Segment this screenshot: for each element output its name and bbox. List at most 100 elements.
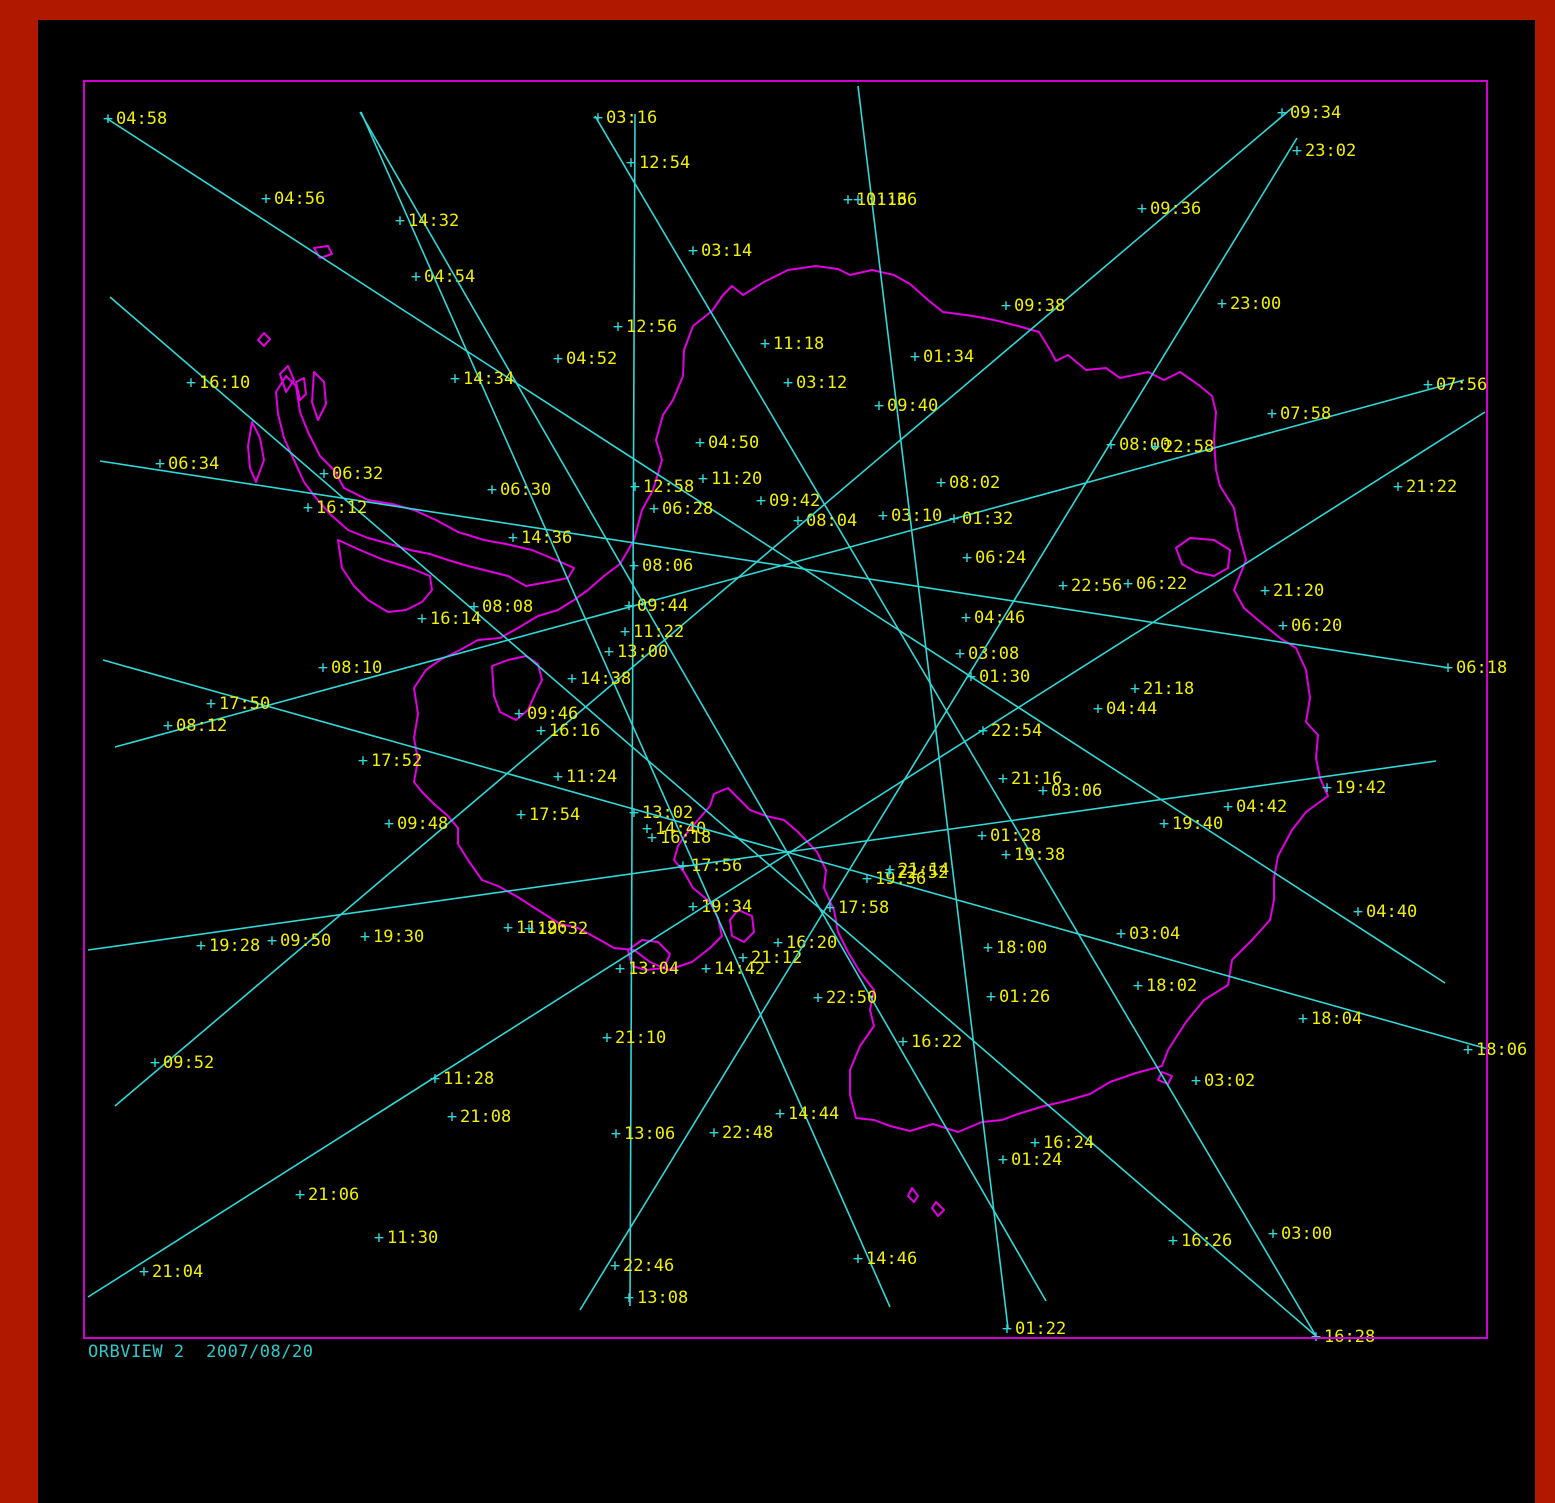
coastline-segment [1157,1071,1173,1085]
track-tick-marker: + [688,897,698,917]
coastline-segment [931,1201,945,1217]
time-label: 01:28 [990,826,1041,846]
track-tick-marker: + [955,644,965,664]
track-tick-marker: + [1267,404,1277,424]
time-label: 11:18 [773,334,824,354]
time-label: 13:04 [628,959,679,979]
track-tick-marker: + [1093,699,1103,719]
coastline-segment [627,939,671,971]
track-tick-marker: + [1223,797,1233,817]
time-label: 12:54 [639,153,690,173]
track-tick-marker: + [843,190,853,210]
track-tick-marker: + [998,1150,1008,1170]
track-tick-marker: + [374,1228,384,1248]
time-label: 08:06 [642,556,693,576]
time-label: 13:08 [637,1288,688,1308]
time-label: 14:44 [788,1104,839,1124]
track-tick-marker: + [647,828,657,848]
track-tick-marker: + [756,491,766,511]
track-tick-marker: + [524,919,534,939]
track-tick-marker: + [1137,199,1147,219]
time-label: 12:58 [643,477,694,497]
time-label: 21:10 [615,1028,666,1048]
track-tick-marker: + [186,373,196,393]
orbit-track-pass-2104-2122: +21:04+ 21:06+ 21:08+ 21:10+ 21:12+ 21:14+ 21:… [87,411,1486,1298]
orbit-track-pass-0440-0458: +04:58+ 04:56+ 04:54+ 04:52+ 04:50+ 04:46+ 04:… [103,109,1446,984]
track-tick-marker: + [611,1124,621,1144]
track-line [594,115,1317,1337]
track-tick-marker: + [701,959,711,979]
track-tick-marker: + [593,108,603,128]
time-label: 17:56 [691,856,742,876]
track-tick-marker: + [447,1107,457,1127]
time-label: 01:24 [1011,1150,1062,1170]
track-tick-marker: + [629,803,639,823]
track-tick-marker: + [514,704,524,724]
track-tick-marker: + [469,597,479,617]
time-label: 23:00 [1230,294,1281,314]
orbit-track-pass-0618-0634: +06:34 +06:32+ 06:30+ 06:28+ 06:24+ 06:22+ 06:… [99,454,1507,678]
time-label: 22:50 [826,988,877,1008]
time-label: 04:44 [1106,699,1157,719]
time-label: 22:46 [623,1256,674,1276]
time-label: 21:04 [152,1262,203,1282]
time-label: 19:40 [1172,814,1223,834]
time-label: 09:42 [769,491,820,511]
time-label: 17:54 [529,805,580,825]
time-label: 11:20 [711,469,762,489]
time-label: 09:38 [1014,296,1065,316]
time-label: 21:08 [460,1107,511,1127]
coastline-segment [491,655,543,721]
time-label: 16:10 [199,373,250,393]
track-tick-marker: + [1002,1319,1012,1339]
track-tick-marker: + [629,556,639,576]
time-label: 03:04 [1129,924,1180,944]
time-label: 09:50 [280,931,331,951]
track-line [114,379,1465,748]
track-tick-marker: + [613,317,623,337]
track-tick-marker: + [318,658,328,678]
time-label: 13:02 [642,803,693,823]
track-tick-marker: + [649,499,659,519]
time-label: 07:56 [1436,375,1487,395]
time-label: 18:06 [1476,1040,1527,1060]
time-label: 01:22 [1015,1319,1066,1339]
time-label: 19:32 [537,919,588,939]
time-label: 16:26 [1181,1231,1232,1251]
track-tick-marker: + [813,988,823,1008]
time-label: 14:36 [521,528,572,548]
track-tick-marker: + [358,751,368,771]
time-label: 21:06 [308,1185,359,1205]
time-label: 18:00 [996,938,1047,958]
track-tick-marker: + [303,498,313,518]
track-tick-marker: + [1260,581,1270,601]
track-tick-marker: + [698,469,708,489]
track-tick-marker: + [1159,814,1169,834]
time-label: 04:52 [566,349,617,369]
track-tick-marker: + [536,721,546,741]
track-tick-marker: + [1030,1133,1040,1153]
time-label: 12:56 [626,317,677,337]
time-label: 16:20 [786,933,837,953]
track-tick-marker: + [503,918,513,938]
track-tick-marker: + [862,869,872,889]
time-label: 03:02 [1204,1071,1255,1091]
orbit-track-pass-0122-0136: +01:22+ 01:24+ 01:26+ 01:28+ 01:30+ 01:32+ 01:… [853,85,1066,1339]
track-tick-marker: + [783,373,793,393]
time-label: 17:52 [371,751,422,771]
track-tick-marker: + [295,1185,305,1205]
time-label: 09:40 [887,396,938,416]
time-label: 19:34 [701,897,752,917]
track-tick-marker: + [688,241,698,261]
track-tick-marker: + [1393,477,1403,497]
time-label: 03:08 [968,644,1019,664]
coastline-segment [275,375,575,587]
time-label: 21:14 [898,860,949,880]
track-line [360,111,891,1308]
time-label: 21:18 [1143,679,1194,699]
map-caption: ORBVIEW 2 2007/08/20 [88,1342,313,1362]
track-tick-marker: + [910,347,920,367]
track-tick-marker: + [384,814,394,834]
track-tick-marker: + [620,622,630,642]
coastline-segment [279,365,295,393]
